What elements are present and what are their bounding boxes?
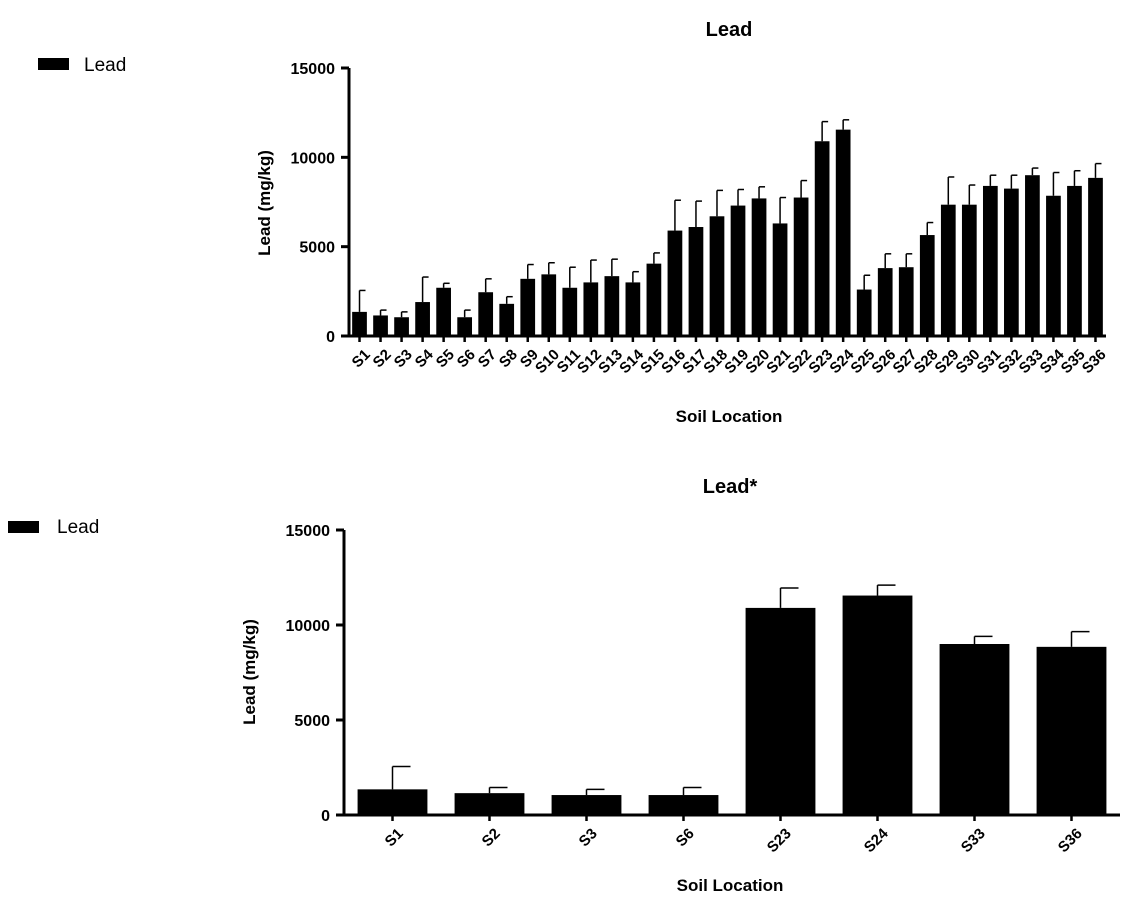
chart-top-bar <box>373 315 388 336</box>
chart-top-bar <box>814 141 830 336</box>
chart-bottom-bar <box>648 795 719 815</box>
chart-bottom-x-axis-label: Soil Location <box>677 876 784 895</box>
chart-top-bar <box>898 267 914 336</box>
chart-top-bar <box>604 276 620 336</box>
chart-top-legend-label: Lead <box>84 55 126 76</box>
chart-bottom-bar <box>842 595 913 815</box>
chart-top-bar <box>394 317 409 336</box>
chart-bottom-y-tick-label: 15000 <box>286 523 331 540</box>
chart-top-bar <box>730 205 746 336</box>
chart-top-bar <box>499 303 515 336</box>
chart-top-y-tick-label: 10000 <box>291 150 336 167</box>
chart-bottom: Lead* Lead Lead (mg/kg) Soil Location 0 5… <box>8 476 1120 895</box>
chart-top-y-axis-label: Lead (mg/kg) <box>255 150 274 256</box>
chart-top-bar <box>436 287 451 336</box>
chart-top-bar <box>856 289 872 336</box>
chart-bottom-bar <box>454 793 525 815</box>
chart-top-legend-swatch <box>38 58 69 70</box>
chart-top-bar <box>772 223 788 336</box>
chart-top-bar <box>709 216 725 336</box>
chart-top-bar <box>562 287 578 336</box>
chart-bottom-category-label: S2 <box>479 825 504 850</box>
chart-top-bar <box>1004 188 1019 336</box>
chart-bottom-y-tick-label: 10000 <box>286 618 331 635</box>
chart-top-bar <box>583 282 599 336</box>
chart-top-bar <box>646 263 662 336</box>
chart-bottom-category-label: S33 <box>958 825 989 856</box>
chart-top-bar <box>751 198 767 336</box>
chart-top-bar <box>1088 177 1103 336</box>
chart-bottom-legend-swatch <box>8 521 39 533</box>
chart-bottom-category-label: S36 <box>1055 825 1086 856</box>
chart-bottom-bar <box>357 789 428 815</box>
chart-top-bar <box>940 204 956 336</box>
chart-bottom-title: Lead* <box>703 476 758 498</box>
chart-top-bar <box>1067 185 1082 336</box>
chart-bottom-y-tick-label: 5000 <box>294 713 330 730</box>
chart-top-y-tick-label: 0 <box>326 329 335 346</box>
chart-top-y-tick-label: 15000 <box>291 61 336 78</box>
chart-bottom-bar <box>1036 646 1107 815</box>
chart-top-bar <box>1046 195 1061 336</box>
chart-bottom-category-label: S1 <box>382 825 407 850</box>
chart-top-bar <box>520 278 536 336</box>
chart-top-bar <box>793 197 809 336</box>
chart-top-bar <box>877 268 893 336</box>
chart-top-title: Lead <box>706 19 753 41</box>
chart-top-bar <box>1025 175 1040 336</box>
chart-bottom-category-label: S23 <box>764 825 795 856</box>
chart-top-bar <box>541 274 557 336</box>
chart-top-bar <box>457 317 473 336</box>
chart-top-bar <box>667 230 683 336</box>
chart-top-bar <box>478 292 494 336</box>
chart-top-bar <box>961 204 977 336</box>
chart-bottom-category-label: S3 <box>576 825 601 850</box>
chart-top-bar <box>982 185 998 336</box>
chart-bottom-y-axis-label: Lead (mg/kg) <box>240 619 259 725</box>
chart-bottom-bar <box>939 644 1010 815</box>
chart-top-x-axis-label: Soil Location <box>676 407 783 426</box>
chart-top-bar <box>352 311 367 336</box>
chart-bottom-legend-label: Lead <box>57 517 99 538</box>
chart-top-bar <box>625 282 641 336</box>
chart-bottom-y-tick-label: 0 <box>321 808 330 825</box>
chart-top-y-tick-label: 5000 <box>299 240 335 257</box>
chart-top-category-label: S36 <box>1079 346 1110 377</box>
chart-bottom-bar <box>745 607 816 815</box>
chart-bottom-bar <box>551 795 622 815</box>
chart-top-bar <box>688 227 704 336</box>
chart-top-bar <box>835 129 851 336</box>
chart-top-bar <box>415 302 430 336</box>
chart-bottom-category-label: S24 <box>861 825 892 856</box>
chart-bottom-category-label: S6 <box>673 825 698 850</box>
chart-top-bar <box>919 235 935 336</box>
chart-top: Lead Lead Lead (mg/kg) Soil Location 0 50… <box>38 19 1110 426</box>
